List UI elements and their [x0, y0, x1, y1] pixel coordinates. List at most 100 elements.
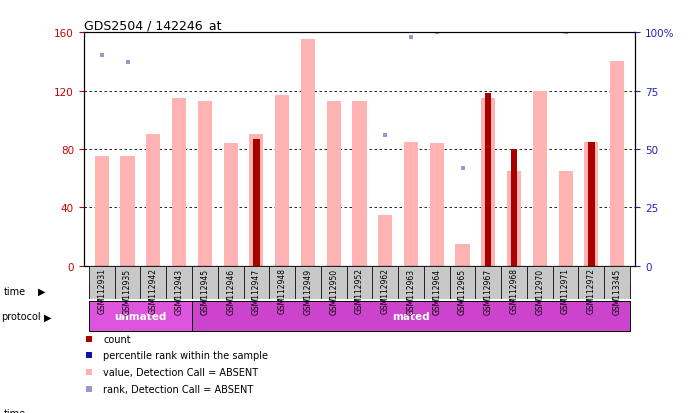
Text: GSM112963: GSM112963	[406, 268, 415, 314]
Bar	[378, 215, 392, 266]
Bar	[114, 266, 140, 281]
Bar	[89, 301, 192, 332]
Text: mated: mated	[392, 311, 430, 322]
Bar	[553, 266, 579, 300]
Bar	[244, 266, 269, 300]
Bar	[244, 266, 269, 281]
Bar	[398, 266, 424, 281]
Bar	[121, 157, 135, 266]
Bar	[588, 142, 595, 266]
Text: GSM112968: GSM112968	[510, 266, 519, 312]
Bar	[347, 282, 450, 300]
Bar	[424, 266, 450, 300]
Bar	[450, 266, 475, 281]
Bar	[475, 266, 501, 300]
Text: control: control	[124, 286, 157, 296]
Bar	[558, 171, 572, 266]
Bar	[275, 96, 289, 266]
Bar	[553, 266, 579, 281]
Text: percentile rank within the sample: percentile rank within the sample	[103, 351, 268, 361]
Text: GSM112972: GSM112972	[587, 266, 596, 312]
Text: GSM112935: GSM112935	[123, 266, 132, 313]
Text: GSM112971: GSM112971	[561, 268, 570, 314]
Text: GSM112968: GSM112968	[510, 268, 519, 314]
Bar	[604, 266, 630, 281]
Bar	[269, 266, 295, 281]
Text: GSM112963: GSM112963	[406, 266, 415, 313]
Text: GSM112943: GSM112943	[174, 266, 184, 313]
Bar	[511, 150, 517, 266]
Text: GSM112931: GSM112931	[97, 266, 106, 312]
Bar	[295, 266, 321, 300]
Bar	[321, 266, 347, 300]
Bar	[533, 91, 547, 266]
Bar	[95, 157, 109, 266]
Text: GDS2504 / 142246_at: GDS2504 / 142246_at	[84, 19, 221, 32]
Bar	[223, 144, 238, 266]
Text: GSM112942: GSM112942	[149, 266, 158, 312]
Bar	[89, 282, 192, 300]
Bar	[89, 266, 114, 281]
Bar	[424, 266, 450, 281]
Text: GSM112945: GSM112945	[200, 268, 209, 314]
Text: GSM113345: GSM113345	[613, 266, 622, 313]
Bar	[352, 102, 366, 266]
Text: GSM112945: GSM112945	[200, 266, 209, 313]
Text: GSM112964: GSM112964	[432, 268, 441, 314]
Text: 0 h: 0 h	[262, 286, 277, 296]
Text: GSM112965: GSM112965	[458, 268, 467, 314]
Bar	[89, 266, 114, 300]
Text: GSM112970: GSM112970	[535, 268, 544, 314]
Bar	[430, 144, 444, 266]
Bar	[301, 40, 315, 266]
Bar	[140, 266, 166, 300]
Text: GSM112943: GSM112943	[174, 268, 184, 314]
Bar	[372, 266, 398, 281]
Text: 3 h: 3 h	[390, 286, 406, 296]
Text: GSM112946: GSM112946	[226, 266, 235, 313]
Bar	[527, 282, 630, 300]
Bar	[404, 142, 418, 266]
Bar	[295, 266, 321, 281]
Text: GSM112964: GSM112964	[432, 266, 441, 313]
Bar	[501, 266, 527, 300]
Text: rank, Detection Call = ABSENT: rank, Detection Call = ABSENT	[103, 384, 253, 394]
Bar	[456, 244, 470, 266]
Bar	[372, 266, 398, 300]
Bar	[192, 266, 218, 300]
Text: GSM112967: GSM112967	[484, 268, 493, 314]
Bar	[192, 301, 630, 332]
Bar	[327, 102, 341, 266]
Text: time: time	[3, 286, 26, 296]
Text: GSM112948: GSM112948	[278, 266, 287, 312]
Text: GSM112965: GSM112965	[458, 266, 467, 313]
Bar	[450, 266, 475, 300]
Bar	[253, 140, 260, 266]
Text: GSM112950: GSM112950	[329, 266, 339, 313]
Bar	[507, 171, 521, 266]
Text: value, Detection Call = ABSENT: value, Detection Call = ABSENT	[103, 368, 258, 377]
Bar	[347, 266, 372, 281]
Bar	[481, 99, 496, 266]
Text: GSM112970: GSM112970	[535, 266, 544, 313]
Text: protocol: protocol	[1, 311, 40, 322]
Bar	[166, 266, 192, 300]
Bar	[475, 266, 501, 281]
Bar	[398, 266, 424, 300]
Bar	[147, 135, 161, 266]
Bar	[218, 266, 244, 300]
Bar	[610, 62, 624, 266]
Text: GSM112947: GSM112947	[252, 266, 261, 313]
Bar	[198, 102, 212, 266]
Text: GSM112972: GSM112972	[587, 268, 596, 314]
Bar	[249, 135, 263, 266]
Bar	[166, 266, 192, 281]
Bar	[114, 266, 140, 300]
Text: count: count	[103, 334, 131, 344]
Text: GSM112952: GSM112952	[355, 266, 364, 312]
Bar	[579, 266, 604, 300]
Text: GSM112962: GSM112962	[380, 268, 389, 314]
Bar	[192, 266, 218, 281]
Text: GSM112967: GSM112967	[484, 266, 493, 313]
Text: GSM112948: GSM112948	[278, 268, 287, 314]
